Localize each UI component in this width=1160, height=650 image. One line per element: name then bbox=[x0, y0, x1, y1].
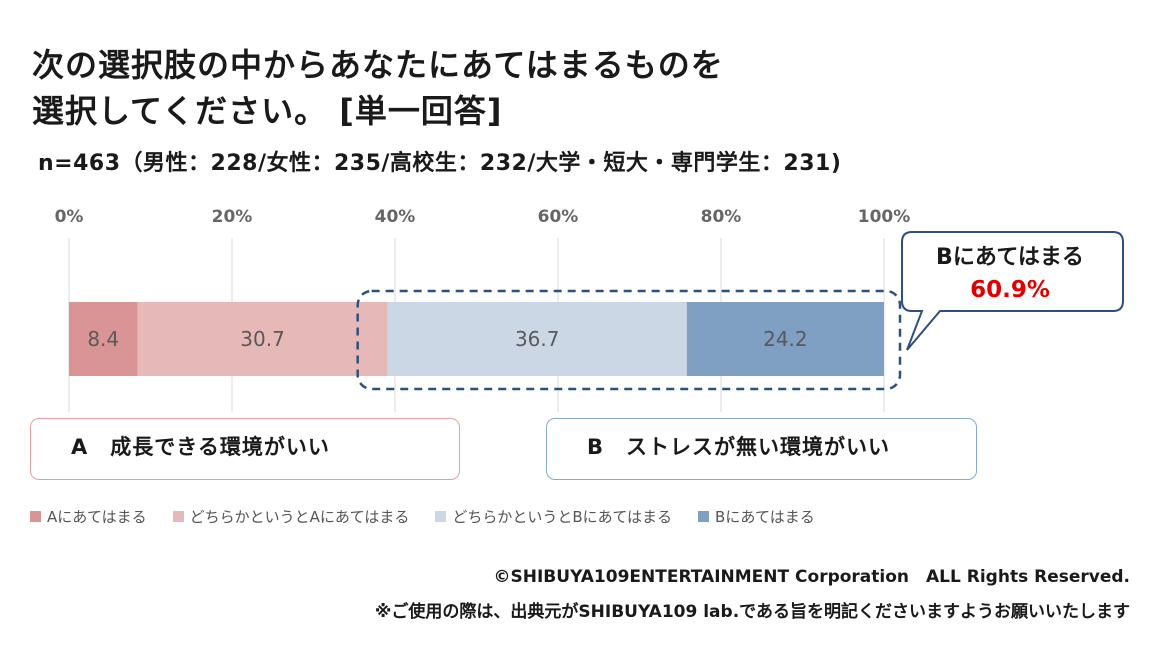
legend-swatch bbox=[698, 511, 710, 522]
legend-item: どちらかというとBにあてはまる bbox=[435, 506, 672, 527]
chart-title-line2: 選択してください。 [単一回答] bbox=[32, 92, 503, 130]
x-tick-label: 20% bbox=[212, 207, 253, 227]
legend-label: Aにあてはまる bbox=[47, 508, 147, 526]
callout-value: 60.9% bbox=[970, 277, 1050, 303]
chart-legend: Aにあてはまる どちらかというとAにあてはまる どちらかというとBにあてはまる Bにあ… bbox=[30, 506, 815, 527]
option-b-box: B ストレスが無い環境がいい bbox=[546, 418, 977, 480]
x-tick-label: 0% bbox=[55, 207, 84, 227]
callout-layer: Bにあてはまる 60.9% bbox=[356, 231, 1124, 391]
chart-title: 次の選択肢の中からあなたにあてはまるものを 選択してください。 [単一回答] bbox=[32, 42, 724, 134]
legend-swatch bbox=[172, 511, 184, 522]
bar-segment bbox=[387, 302, 687, 376]
x-tick-label: 60% bbox=[538, 207, 579, 227]
bar-segment bbox=[686, 302, 884, 376]
callout-bubble bbox=[901, 231, 1124, 351]
option-a-box: A 成長できる環境がいい bbox=[30, 418, 460, 480]
legend-swatch bbox=[435, 511, 447, 522]
option-b-label: B ストレスが無い環境がいい bbox=[587, 435, 891, 459]
footer-copyright: ©SHIBUYA109ENTERTAINMENT Corporation ALL… bbox=[493, 567, 1130, 587]
legend-label: どちらかというとBにあてはまる bbox=[452, 508, 673, 526]
x-tick-label: 40% bbox=[375, 207, 416, 227]
callout-label: Bにあてはまる bbox=[936, 245, 1084, 270]
tick-layer: 0% 20% 40% 60% 80% 100% bbox=[55, 207, 911, 227]
bar-segment bbox=[69, 302, 138, 376]
chart-title-line1: 次の選択肢の中からあなたにあてはまるものを bbox=[32, 46, 724, 84]
legend-swatch bbox=[30, 511, 41, 522]
data-label: 30.7 bbox=[240, 327, 285, 351]
legend-item: どちらかというとAにあてはまる bbox=[172, 506, 410, 527]
legend-label: どちらかというとAにあてはまる bbox=[189, 508, 410, 526]
data-label: 24.2 bbox=[763, 327, 808, 351]
legend-label: Bにあてはまる bbox=[715, 508, 815, 526]
x-tick-label: 80% bbox=[701, 207, 742, 227]
callout-group-box bbox=[356, 289, 902, 391]
legend-item: Aにあてはまる bbox=[30, 506, 147, 527]
x-tick-label: 100% bbox=[858, 207, 911, 227]
data-label: 8.4 bbox=[87, 327, 119, 351]
data-label: 36.7 bbox=[515, 327, 560, 351]
bar-layer: 8.4 30.7 36.7 24.2 bbox=[69, 302, 884, 376]
footer-note: ※ご使用の際は、出典元がSHIBUYA109 lab.である旨を明記くださいます… bbox=[374, 602, 1130, 622]
legend-item: Bにあてはまる bbox=[698, 506, 815, 527]
bar-segment bbox=[137, 302, 388, 376]
option-a-label: A 成長できる環境がいい bbox=[71, 435, 330, 459]
chart-subtitle: n=463（男性：228/女性：235/高校生：232/大学・短大・専門学生：2… bbox=[38, 151, 842, 176]
